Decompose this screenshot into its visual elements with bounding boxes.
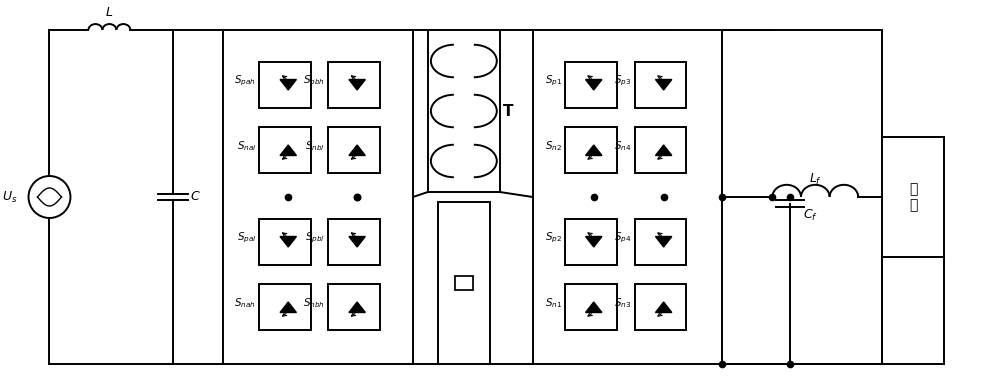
Polygon shape xyxy=(586,302,602,312)
Bar xyxy=(565,219,617,265)
Text: T: T xyxy=(503,103,513,118)
Text: $S_{pah}$: $S_{pah}$ xyxy=(234,74,256,88)
Bar xyxy=(328,62,380,108)
Circle shape xyxy=(29,176,70,218)
Text: $S_{p1}$: $S_{p1}$ xyxy=(545,74,562,88)
Bar xyxy=(455,276,473,290)
Bar xyxy=(565,62,617,108)
Text: $S_{pbl}$: $S_{pbl}$ xyxy=(305,231,325,245)
Bar xyxy=(259,62,311,108)
Text: $C_f$: $C_f$ xyxy=(803,208,818,223)
Text: $S_{nah}$: $S_{nah}$ xyxy=(234,296,256,310)
Polygon shape xyxy=(280,145,296,156)
Polygon shape xyxy=(280,236,296,247)
Text: $S_{pal}$: $S_{pal}$ xyxy=(237,231,256,245)
Text: $L_f$: $L_f$ xyxy=(809,171,822,187)
Bar xyxy=(328,284,380,330)
Text: $S_{n2}$: $S_{n2}$ xyxy=(545,139,562,153)
Bar xyxy=(438,202,490,364)
Text: $S_{p4}$: $S_{p4}$ xyxy=(614,231,632,245)
Polygon shape xyxy=(349,236,365,247)
Polygon shape xyxy=(586,80,602,90)
Polygon shape xyxy=(655,80,672,90)
Polygon shape xyxy=(655,302,672,312)
Polygon shape xyxy=(655,236,672,247)
Bar xyxy=(328,219,380,265)
Bar xyxy=(882,137,944,257)
Polygon shape xyxy=(349,302,365,312)
Bar xyxy=(259,127,311,173)
Text: $S_{p3}$: $S_{p3}$ xyxy=(614,74,632,88)
Bar xyxy=(635,62,686,108)
Bar xyxy=(635,219,686,265)
Bar xyxy=(565,127,617,173)
Polygon shape xyxy=(280,302,296,312)
Text: $S_{n3}$: $S_{n3}$ xyxy=(614,296,632,310)
Text: $S_{nbl}$: $S_{nbl}$ xyxy=(305,139,325,153)
Bar xyxy=(635,127,686,173)
Bar xyxy=(223,30,413,364)
Polygon shape xyxy=(349,145,365,156)
Bar xyxy=(635,284,686,330)
Bar xyxy=(533,30,722,364)
Text: $C$: $C$ xyxy=(190,191,201,203)
Bar xyxy=(428,30,500,192)
Text: $S_{pbh}$: $S_{pbh}$ xyxy=(303,74,325,88)
Bar xyxy=(565,284,617,330)
Bar xyxy=(328,127,380,173)
Bar xyxy=(259,284,311,330)
Polygon shape xyxy=(655,145,672,156)
Text: $S_{p2}$: $S_{p2}$ xyxy=(545,231,562,245)
Text: 负
载: 负 载 xyxy=(909,182,917,212)
Text: $S_{nbh}$: $S_{nbh}$ xyxy=(303,296,325,310)
Text: $S_{nal}$: $S_{nal}$ xyxy=(237,139,256,153)
Text: $L$: $L$ xyxy=(105,5,114,18)
Bar xyxy=(259,219,311,265)
Text: $S_{n4}$: $S_{n4}$ xyxy=(614,139,632,153)
Polygon shape xyxy=(349,80,365,90)
Text: $S_{n1}$: $S_{n1}$ xyxy=(545,296,562,310)
Polygon shape xyxy=(586,145,602,156)
Text: $U_s$: $U_s$ xyxy=(2,189,17,205)
Polygon shape xyxy=(586,236,602,247)
Polygon shape xyxy=(280,80,296,90)
